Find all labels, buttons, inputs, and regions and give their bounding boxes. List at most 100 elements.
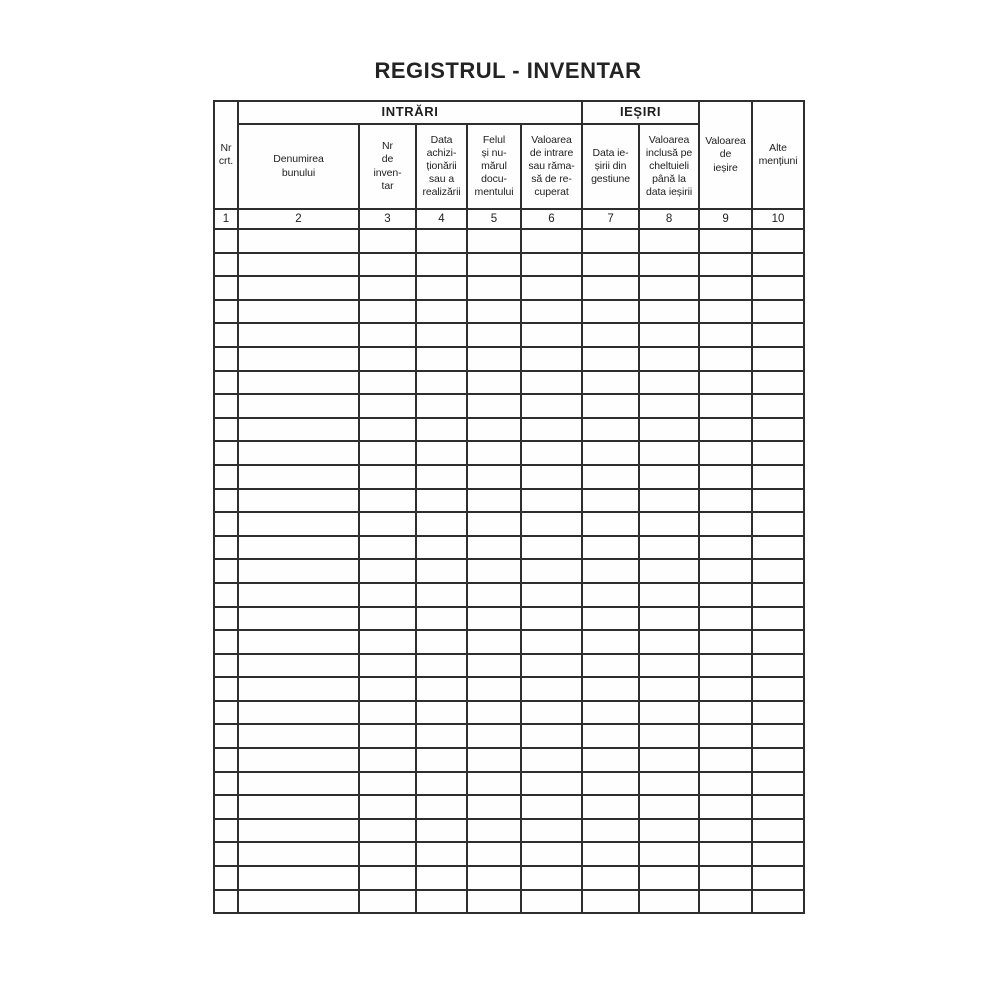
register-cell-col7: [581, 865, 641, 891]
header-alte-mentiuni: Alte mențiuni: [751, 100, 806, 210]
header-valoarea-de-iesire: Valoarea de ieșire: [698, 100, 754, 210]
register-cell-col5: [466, 676, 522, 702]
register-row: [213, 817, 806, 844]
register-cell-col3: [358, 322, 417, 348]
register-cell-col3: [358, 511, 417, 537]
register-cell-col10: [751, 463, 806, 490]
register-cell-col8: [638, 487, 701, 514]
register-cell-col4: [415, 865, 468, 891]
register-cell-col5: [466, 723, 522, 750]
register-cell-col2: [237, 440, 360, 466]
register-cell-col6: [519, 534, 584, 561]
group-header-row: Nr crt. INTRĂRI IEȘIRI Valoarea de ieșir…: [213, 100, 806, 210]
column-number-8: 8: [638, 208, 701, 230]
register-cell-col6: [519, 699, 584, 726]
register-cell-col10: [751, 817, 806, 844]
register-row: [213, 534, 806, 561]
register-cell-col7: [581, 817, 641, 844]
register-cell-col6: [519, 605, 584, 632]
register-cell-col3: [358, 888, 417, 915]
register-row: [213, 794, 806, 820]
register-cell-col9: [698, 723, 754, 750]
register-cell-col10: [751, 676, 806, 702]
register-cell-col1: [213, 440, 239, 466]
register-cell-col2: [237, 345, 360, 372]
register-cell-col8: [638, 275, 701, 301]
register-cell-col4: [415, 558, 468, 584]
register-cell-col6: [519, 416, 584, 443]
register-cell-col4: [415, 629, 468, 655]
register-cell-col10: [751, 393, 806, 419]
register-row: [213, 511, 806, 537]
register-cell-col5: [466, 747, 522, 773]
register-cell-col9: [698, 652, 754, 679]
register-cell-col8: [638, 322, 701, 348]
register-cell-col1: [213, 699, 239, 726]
header-nr-inventar: Nr de inven- tar: [358, 123, 417, 210]
register-cell-col9: [698, 629, 754, 655]
register-cell-col8: [638, 393, 701, 419]
register-row: [213, 416, 806, 443]
register-cell-col3: [358, 369, 417, 396]
register-cell-col6: [519, 228, 584, 254]
register-cell-col4: [415, 251, 468, 278]
register-cell-col4: [415, 511, 468, 537]
register-cell-col1: [213, 369, 239, 396]
register-cell-col8: [638, 369, 701, 396]
header-data-iesirii: Data ie- șirii din gestiune: [581, 123, 641, 210]
register-cell-col7: [581, 888, 641, 915]
register-cell-col5: [466, 487, 522, 514]
register-cell-col5: [466, 817, 522, 844]
register-table-body: [213, 228, 806, 915]
register-cell-col10: [751, 581, 806, 608]
register-cell-col6: [519, 581, 584, 608]
register-cell-col5: [466, 652, 522, 679]
register-cell-col4: [415, 581, 468, 608]
register-cell-col7: [581, 275, 641, 301]
register-cell-col1: [213, 723, 239, 750]
register-cell-col10: [751, 534, 806, 561]
register-cell-col4: [415, 652, 468, 679]
register-cell-col9: [698, 463, 754, 490]
register-cell-col1: [213, 794, 239, 820]
register-cell-col2: [237, 487, 360, 514]
register-cell-col3: [358, 676, 417, 702]
register-cell-col2: [237, 228, 360, 254]
register-row: [213, 699, 806, 726]
register-cell-col9: [698, 558, 754, 584]
column-numbers-row: 1 2 3 4 5 6 7 8 9 10: [213, 208, 806, 230]
register-cell-col5: [466, 629, 522, 655]
register-cell-col8: [638, 440, 701, 466]
register-cell-col9: [698, 275, 754, 301]
register-cell-col3: [358, 652, 417, 679]
register-cell-col2: [237, 463, 360, 490]
header-group-iesiri: IEȘIRI: [581, 100, 701, 125]
register-cell-col10: [751, 770, 806, 797]
register-cell-col2: [237, 393, 360, 419]
column-number-5: 5: [466, 208, 522, 230]
register-cell-col3: [358, 605, 417, 632]
register-cell-col9: [698, 676, 754, 702]
register-row: [213, 345, 806, 372]
register-cell-col4: [415, 747, 468, 773]
register-cell-col9: [698, 511, 754, 537]
register-cell-col10: [751, 841, 806, 868]
register-cell-col2: [237, 416, 360, 443]
register-cell-col8: [638, 534, 701, 561]
register-cell-col1: [213, 629, 239, 655]
register-cell-col1: [213, 605, 239, 632]
register-row: [213, 228, 806, 254]
register-cell-col8: [638, 817, 701, 844]
register-cell-col6: [519, 440, 584, 466]
column-number-7: 7: [581, 208, 641, 230]
register-cell-col4: [415, 393, 468, 419]
register-cell-col5: [466, 228, 522, 254]
register-cell-col1: [213, 487, 239, 514]
register-cell-col4: [415, 770, 468, 797]
register-cell-col9: [698, 817, 754, 844]
register-cell-col1: [213, 770, 239, 797]
register-cell-col1: [213, 416, 239, 443]
register-cell-col3: [358, 534, 417, 561]
register-cell-col3: [358, 865, 417, 891]
